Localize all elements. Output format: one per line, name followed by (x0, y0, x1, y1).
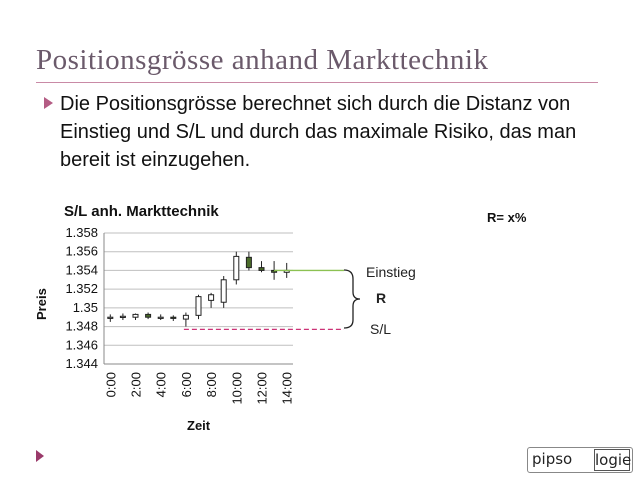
y-tick-label: 1.344 (65, 356, 98, 371)
candle-body (233, 255, 240, 281)
candle-body (170, 316, 177, 319)
logo-text-right: logie (594, 449, 632, 471)
y-tick-label: 1.356 (65, 244, 98, 259)
y-tick-label: 1.354 (65, 262, 98, 277)
candle-body (132, 313, 139, 318)
y-axis: 1.358 1.356 1.354 1.352 1.35 1.348 1.346 1.344 (65, 225, 105, 371)
x-tick-label: 0:00 (103, 372, 118, 397)
x-axis-label: Zeit (187, 418, 211, 433)
x-tick-label: 2:00 (129, 372, 144, 397)
candle-body (195, 296, 202, 316)
candle-body (107, 316, 114, 319)
pipsologie-logo: pipso logie (527, 447, 633, 473)
x-tick-label: 14:00 (280, 372, 295, 405)
risk-label: R (376, 290, 386, 306)
candles (107, 251, 290, 327)
candle-body (145, 313, 152, 318)
logo-text-left: pipso (532, 450, 573, 468)
footer-arrow-icon (36, 450, 44, 462)
x-tick-label: 12:00 (255, 372, 270, 405)
y-tick-label: 1.35 (73, 300, 98, 315)
y-tick-label: 1.352 (65, 281, 98, 296)
risk-bracket (343, 269, 361, 329)
risk-note: R= x% (487, 210, 527, 225)
candle-body (220, 279, 227, 303)
candle-body (258, 267, 265, 271)
candle-body (157, 316, 164, 319)
levels (183, 269, 344, 330)
y-tick-label: 1.346 (65, 337, 98, 352)
slide-title: Positionsgrösse anhand Markttechnik (36, 44, 489, 76)
bullet-arrow-icon (44, 97, 53, 109)
title-divider (36, 82, 598, 83)
y-axis-label: Preis (34, 288, 49, 320)
x-axis: 0:00 2:00 4:00 6:00 8:00 10:00 12:00 14:00 (103, 363, 295, 405)
y-tick-label: 1.348 (65, 319, 98, 334)
candle-body (119, 315, 126, 318)
bullet-text: Die Positionsgrösse berechnet sich durch… (60, 93, 577, 171)
chart-title: S/L anh. Markttechnik (64, 203, 219, 220)
x-tick-label: 8:00 (204, 372, 219, 397)
x-tick-label: 10:00 (229, 372, 244, 405)
x-tick-label: 4:00 (154, 372, 169, 397)
candle-body (182, 314, 189, 320)
entry-label: Einstieg (366, 264, 416, 280)
y-tick-label: 1.358 (65, 225, 98, 240)
candle-body (208, 294, 215, 301)
candle-body (245, 256, 252, 269)
x-tick-label: 6:00 (179, 372, 194, 397)
stop-loss-label: S/L (370, 321, 391, 337)
